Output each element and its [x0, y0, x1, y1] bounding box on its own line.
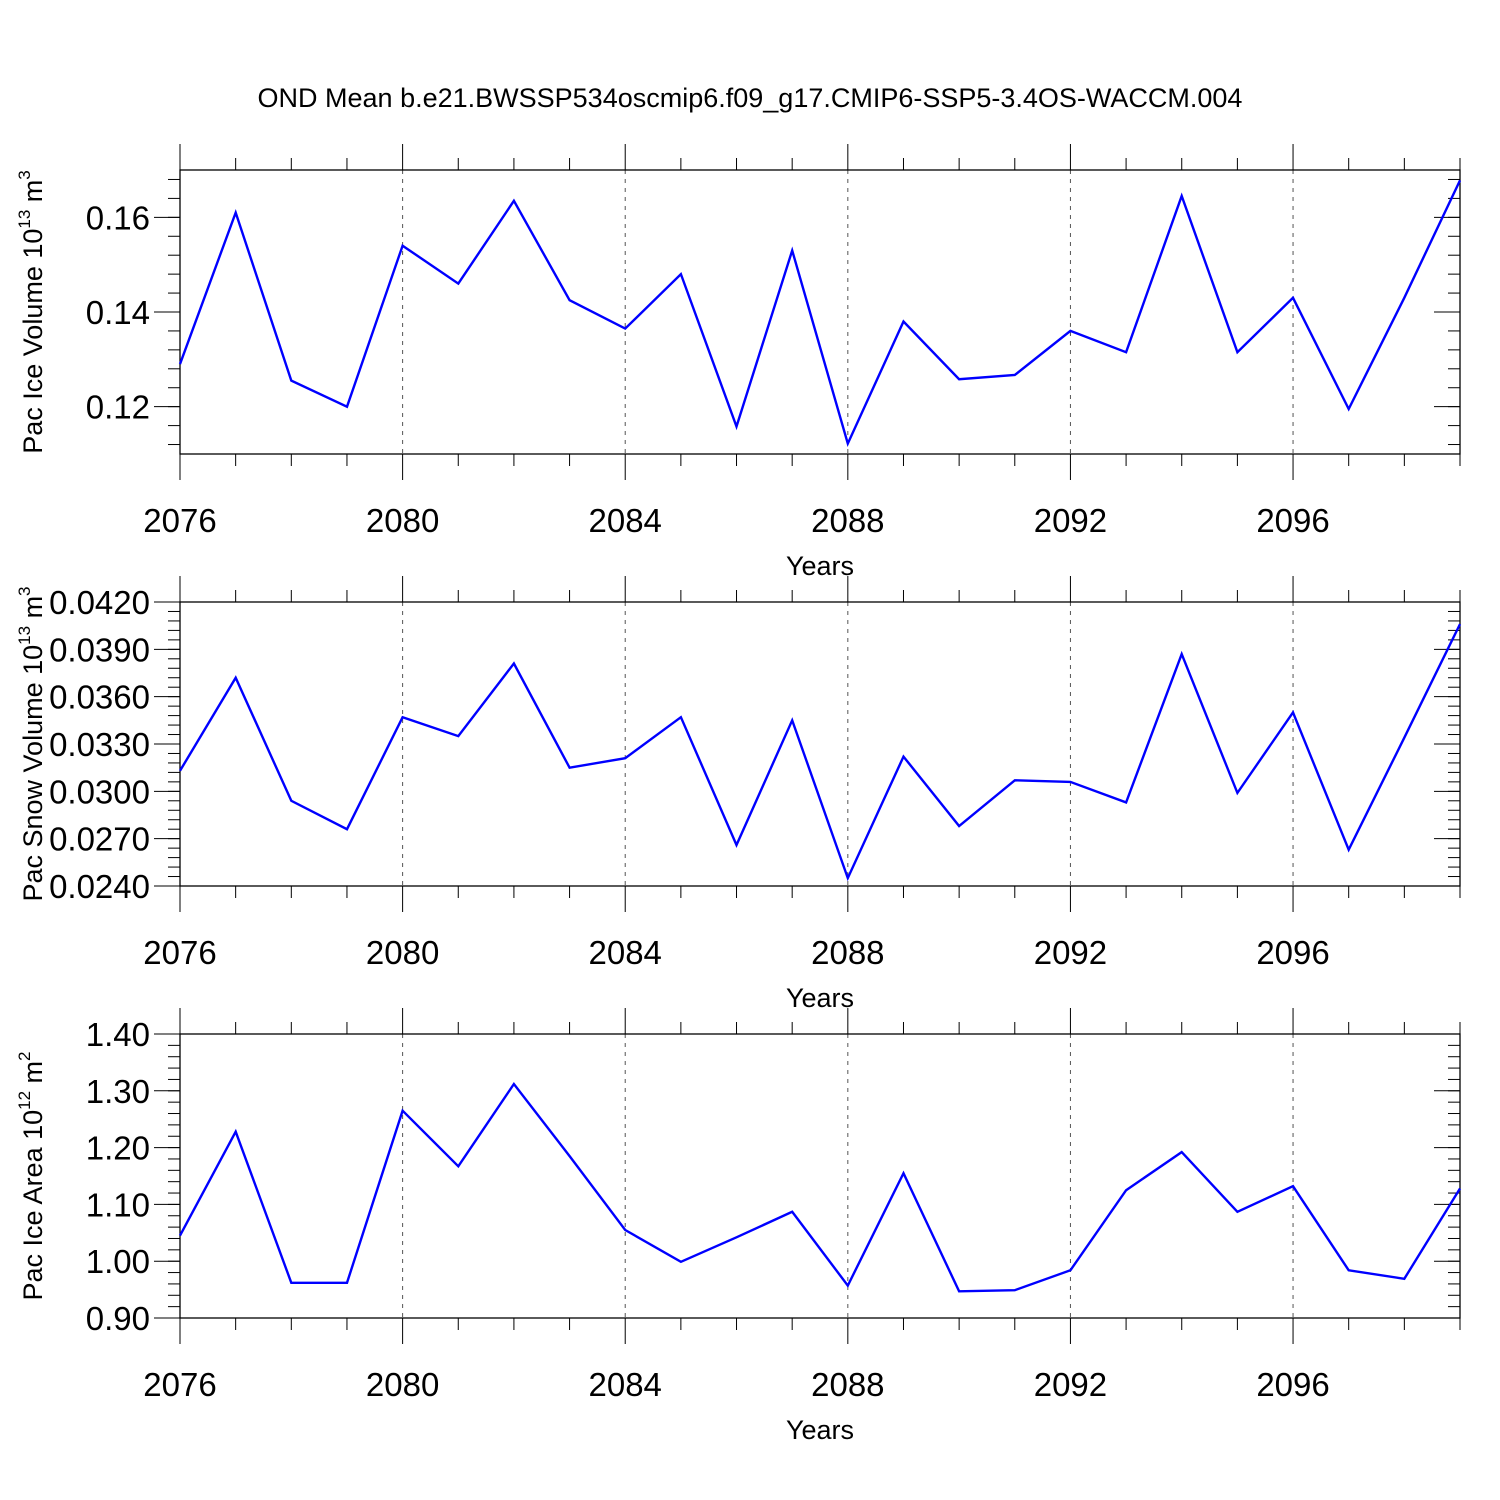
y-tick-label: 0.0270 [49, 821, 150, 858]
x-axis-label: Years [786, 551, 854, 581]
y-tick-label: 0.0240 [49, 868, 150, 905]
y-tick-label: 0.0360 [49, 679, 150, 716]
x-tick-label: 2096 [1256, 502, 1329, 539]
y-tick-label: 1.30 [86, 1073, 150, 1110]
chart-title: OND Mean b.e21.BWSSP534oscmip6.f09_g17.C… [258, 83, 1243, 113]
plot-frame [179, 1033, 1461, 1319]
y-tick-label: 0.0300 [49, 773, 150, 810]
x-tick-label: 2088 [811, 502, 884, 539]
x-tick-label: 2080 [366, 934, 439, 971]
x-axis-label: Years [786, 1415, 854, 1445]
panel-1: 0.12 0.14 0.16 2076 2080 2084 2088 2092 2096 Year… [15, 144, 1462, 581]
x-tick-label: 2084 [589, 1366, 662, 1403]
y-tick-label: 1.20 [86, 1130, 150, 1167]
x-tick-label: 2092 [1034, 502, 1107, 539]
plot-frame [179, 169, 1461, 455]
y-tick-label: 0.16 [86, 199, 150, 236]
x-tick-label: 2096 [1256, 934, 1329, 971]
y-axis-label: Pac Snow Volume 1013 m3 [15, 586, 48, 901]
x-tick-label: 2088 [811, 934, 884, 971]
x-tick-label: 2076 [143, 1366, 216, 1403]
panel-3: 0.90 1.00 1.10 1.20 1.30 1.40 2076 2080 2084 2088… [15, 1008, 1462, 1445]
y-tick-label: 0.0330 [49, 726, 150, 763]
y-tick-label: 0.0420 [49, 584, 150, 621]
plot-frame [179, 601, 1461, 887]
panel-2: 0.0240 0.0270 0.0300 0.0330 0.0360 0.0390 0.04… [15, 576, 1462, 1013]
x-tick-label: 2080 [366, 502, 439, 539]
x-tick-label: 2088 [811, 1366, 884, 1403]
x-tick-label: 2080 [366, 1366, 439, 1403]
y-tick-label: 1.10 [86, 1186, 150, 1223]
x-tick-label: 2076 [143, 934, 216, 971]
y-tick-label: 1.40 [86, 1016, 150, 1053]
series-line [178, 1081, 1462, 1293]
y-axis-label: Pac Ice Area 1012 m2 [15, 1051, 48, 1300]
series-line [178, 179, 1462, 448]
y-tick-label: 1.00 [86, 1243, 150, 1280]
x-tick-label: 2092 [1034, 1366, 1107, 1403]
x-tick-label: 2076 [143, 502, 216, 539]
y-tick-label: 0.14 [86, 294, 150, 331]
y-tick-label: 0.12 [86, 389, 150, 426]
x-tick-label: 2096 [1256, 1366, 1329, 1403]
y-tick-label: 0.90 [86, 1300, 150, 1337]
x-tick-label: 2084 [589, 502, 662, 539]
x-tick-label: 2092 [1034, 934, 1107, 971]
x-tick-label: 2084 [589, 934, 662, 971]
x-axis-label: Years [786, 983, 854, 1013]
y-axis-label: Pac Ice Volume 1013 m3 [15, 170, 48, 454]
y-tick-label: 0.0390 [49, 631, 150, 668]
series-line [178, 623, 1462, 882]
